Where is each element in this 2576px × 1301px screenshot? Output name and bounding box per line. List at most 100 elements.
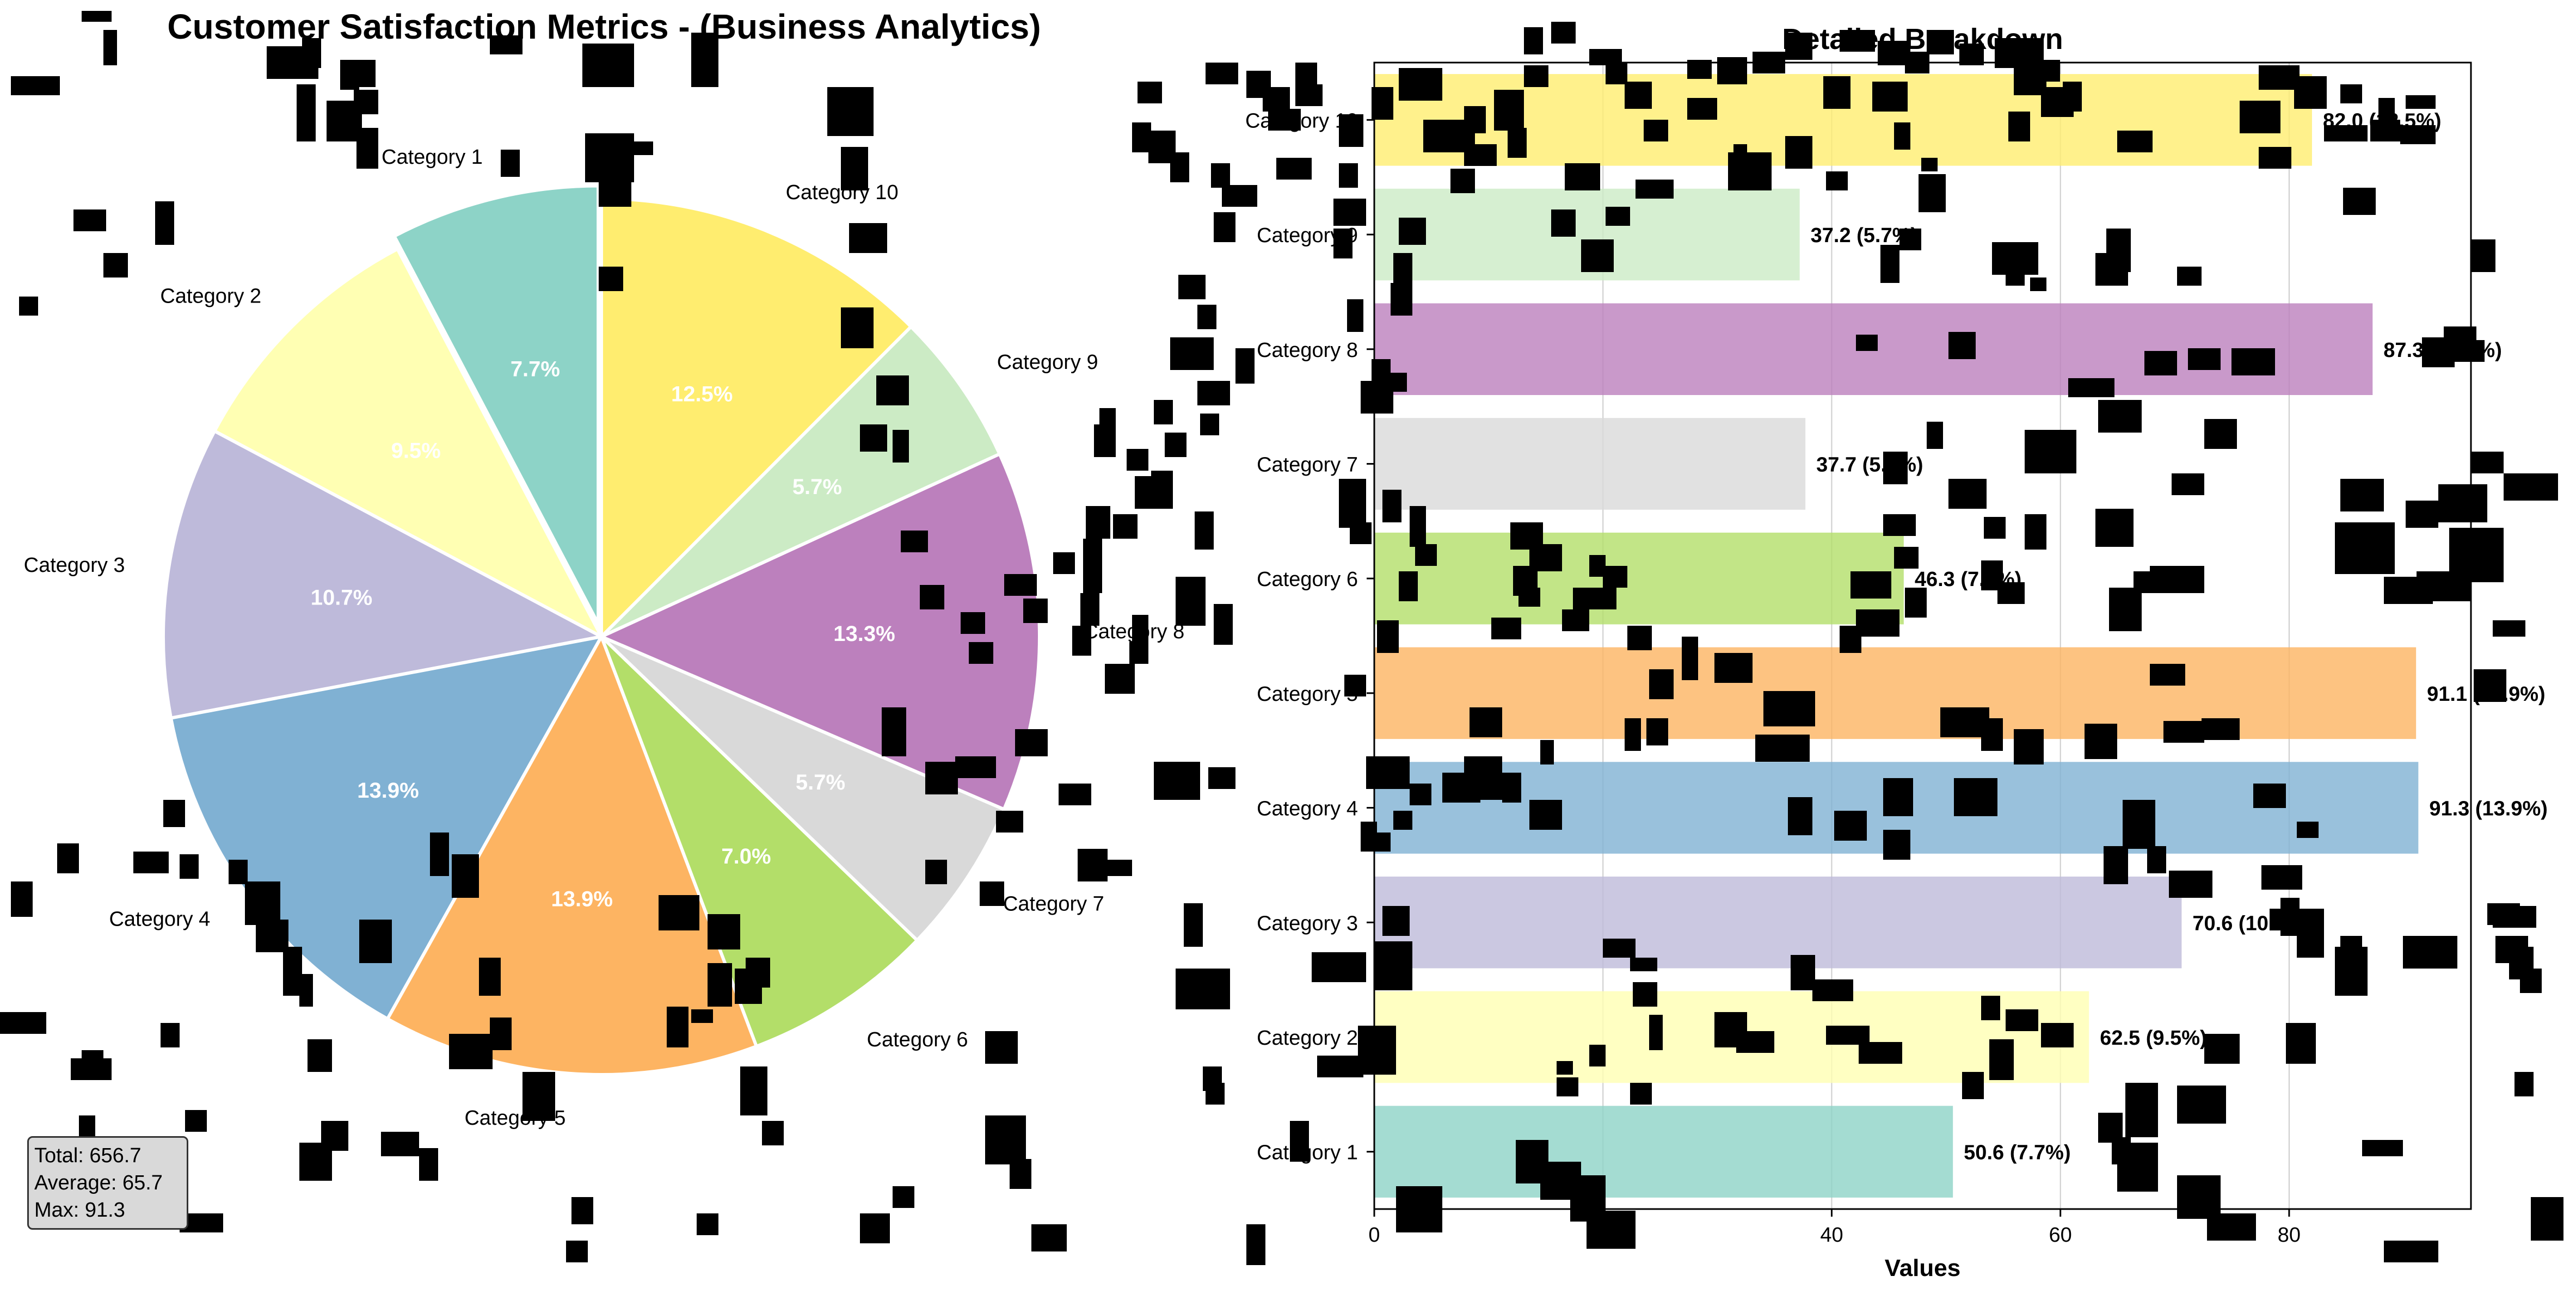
pie-percent-label: 5.7% bbox=[796, 770, 845, 794]
y-tick-label: Category 5 bbox=[1257, 683, 1358, 706]
occlusion-patch bbox=[1339, 479, 1366, 528]
occlusion-patch bbox=[2286, 1023, 2316, 1064]
occlusion-patch bbox=[920, 585, 944, 609]
occlusion-patch bbox=[876, 375, 909, 405]
occlusion-patch bbox=[2063, 82, 2082, 112]
occlusion-patch bbox=[1630, 958, 1657, 971]
occlusion-patch bbox=[1905, 52, 1929, 73]
occlusion-patch bbox=[2294, 76, 2327, 109]
occlusion-patch bbox=[2384, 1241, 2438, 1262]
occlusion-patch bbox=[2163, 721, 2204, 743]
occlusion-patch bbox=[1176, 577, 1206, 626]
occlusion-patch bbox=[2014, 65, 2046, 95]
occlusion-patch bbox=[1366, 756, 1410, 789]
occlusion-patch bbox=[1649, 1015, 1663, 1050]
occlusion-patch bbox=[2098, 400, 2142, 433]
bar bbox=[1374, 647, 2417, 739]
occlusion-patch bbox=[2504, 473, 2558, 501]
occlusion-patch bbox=[11, 881, 33, 917]
occlusion-patch bbox=[1551, 209, 1576, 237]
occlusion-patch bbox=[155, 201, 174, 245]
occlusion-patch bbox=[1948, 332, 1976, 359]
occlusion-patch bbox=[1072, 626, 1091, 656]
stats-average: Average: 65.7 bbox=[34, 1171, 163, 1194]
occlusion-patch bbox=[2030, 278, 2046, 291]
occlusion-patch bbox=[2125, 1083, 2158, 1137]
occlusion-patch bbox=[2014, 729, 2044, 764]
occlusion-patch bbox=[634, 141, 653, 155]
occlusion-patch bbox=[1222, 185, 1257, 207]
occlusion-patch bbox=[961, 612, 985, 634]
occlusion-patch bbox=[2406, 95, 2436, 109]
occlusion-patch bbox=[1649, 669, 1674, 699]
occlusion-patch bbox=[2406, 501, 2438, 528]
occlusion-patch bbox=[1470, 707, 1502, 737]
occlusion-patch bbox=[1197, 381, 1230, 405]
occlusion-patch bbox=[2085, 724, 2117, 759]
occlusion-patch bbox=[1206, 1083, 1225, 1105]
occlusion-patch bbox=[1625, 82, 1652, 109]
occlusion-patch bbox=[2041, 1023, 2074, 1047]
occlusion-patch bbox=[1347, 299, 1363, 332]
occlusion-patch bbox=[103, 30, 117, 65]
occlusion-patch bbox=[1883, 830, 1910, 860]
occlusion-patch bbox=[1646, 718, 1668, 745]
occlusion-patch bbox=[1989, 1039, 2014, 1080]
occlusion-patch bbox=[1573, 588, 1616, 609]
occlusion-patch bbox=[1883, 514, 1916, 536]
occlusion-patch bbox=[11, 76, 60, 95]
occlusion-patch bbox=[1138, 82, 1162, 103]
occlusion-patch bbox=[2008, 112, 2030, 141]
occlusion-patch bbox=[1214, 212, 1235, 242]
occlusion-patch bbox=[245, 881, 280, 925]
occlusion-patch bbox=[691, 1009, 713, 1023]
occlusion-patch bbox=[1246, 1224, 1265, 1265]
occlusion-patch bbox=[901, 531, 928, 552]
occlusion-patch bbox=[308, 1039, 332, 1072]
occlusion-patch bbox=[1502, 773, 1521, 803]
occlusion-patch bbox=[1295, 63, 1317, 84]
y-tick-label: Category 8 bbox=[1257, 339, 1358, 362]
occlusion-patch bbox=[1276, 158, 1312, 180]
occlusion-patch bbox=[1927, 30, 1954, 54]
occlusion-patch bbox=[2340, 936, 2362, 958]
occlusion-patch bbox=[1894, 547, 1919, 569]
occlusion-patches bbox=[0, 11, 2563, 1265]
occlusion-patch bbox=[1377, 620, 1399, 653]
occlusion-patch bbox=[1053, 552, 1075, 574]
occlusion-patch bbox=[2068, 378, 2114, 397]
occlusion-patch bbox=[1410, 506, 1426, 547]
occlusion-patch bbox=[1464, 106, 1486, 133]
occlusion-patch bbox=[1059, 784, 1091, 805]
occlusion-patch bbox=[1374, 941, 1412, 990]
occlusion-patch bbox=[762, 1121, 784, 1145]
occlusion-patch bbox=[185, 1110, 207, 1132]
occlusion-patch bbox=[2240, 101, 2280, 133]
occlusion-patch bbox=[356, 128, 378, 169]
occlusion-patch bbox=[2297, 822, 2319, 838]
occlusion-patch bbox=[1984, 517, 2006, 539]
y-tick-label: Category 7 bbox=[1257, 453, 1358, 476]
occlusion-patch bbox=[1763, 691, 1815, 726]
occlusion-patch bbox=[1823, 76, 1850, 109]
occlusion-patch bbox=[1176, 969, 1230, 1009]
occlusion-patch bbox=[1785, 136, 1812, 169]
occlusion-patch bbox=[2378, 98, 2395, 122]
pie-slice bbox=[162, 429, 606, 720]
occlusion-patch bbox=[2006, 1009, 2038, 1031]
occlusion-patch bbox=[2117, 1143, 2158, 1192]
occlusion-patch bbox=[1200, 414, 1219, 435]
occlusion-patch bbox=[1919, 174, 1946, 212]
occlusion-patch bbox=[697, 1213, 718, 1235]
occlusion-patch bbox=[1290, 1121, 1309, 1162]
occlusion-patch bbox=[1083, 539, 1102, 566]
occlusion-patch bbox=[2495, 936, 2528, 963]
occlusion-patch bbox=[1268, 109, 1301, 131]
occlusion-patch bbox=[1644, 120, 1668, 141]
occlusion-patch bbox=[2259, 65, 2300, 90]
occlusion-patch bbox=[925, 860, 947, 884]
occlusion-patch bbox=[1393, 253, 1412, 286]
occlusion-patch bbox=[1785, 33, 1812, 60]
occlusion-patch bbox=[2493, 906, 2536, 928]
occlusion-patch bbox=[1031, 1224, 1067, 1251]
